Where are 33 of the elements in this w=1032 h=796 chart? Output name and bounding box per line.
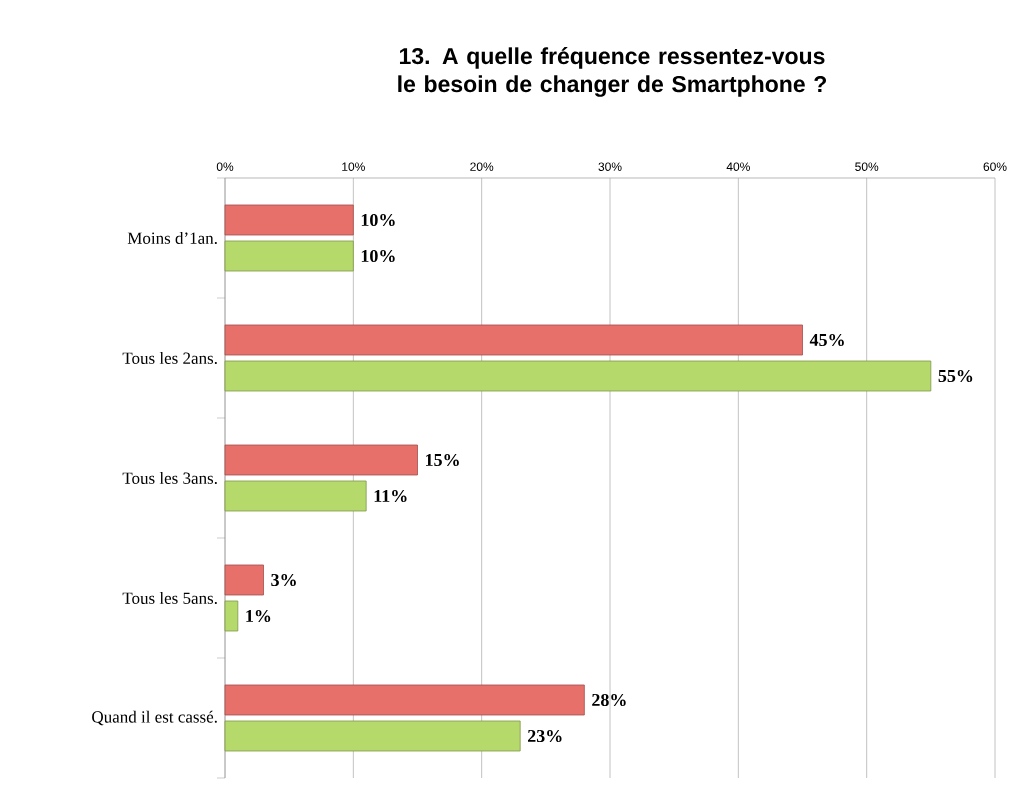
bar [224,564,264,596]
data-label: 3% [271,573,296,587]
data-label: 10% [361,213,395,227]
data-label: 28% [592,693,626,707]
data-label: 55% [938,369,973,383]
x-tick-label: 10% [342,162,365,171]
data-label: 15% [426,453,459,467]
x-tick-label: 20% [470,162,494,171]
x-tick-label: 0% [216,162,234,171]
data-label: 1% [246,609,271,623]
x-tick-label: 30% [598,162,622,171]
y-tick-label: Tous les 2ans. [122,351,217,365]
data-label: 10% [361,249,395,263]
x-tick-label: 60% [983,162,1007,171]
y-tick-label: Tous les 3ans. [122,471,217,485]
bar [224,684,585,716]
x-tick-label: 40% [726,162,750,171]
y-tick-label: Moins d’1an. [127,231,217,245]
bar [224,360,932,392]
bar [224,444,418,476]
bar [224,480,367,512]
bar [224,324,803,356]
y-tick-label: Quand il est cassé. [92,710,217,726]
bar [224,600,239,632]
bar [224,204,354,236]
data-label: 23% [527,729,562,743]
bar [224,240,354,272]
chart-title: 13. A quelle fréquence ressentez-vous le besoin de changer de Smartphone ? [398,47,827,97]
y-tick-label: Tous les 5ans. [122,591,217,605]
bar [224,720,521,752]
data-label: 45% [809,333,844,347]
data-label: 11% [374,489,407,503]
x-tick-label: 50% [855,162,879,171]
